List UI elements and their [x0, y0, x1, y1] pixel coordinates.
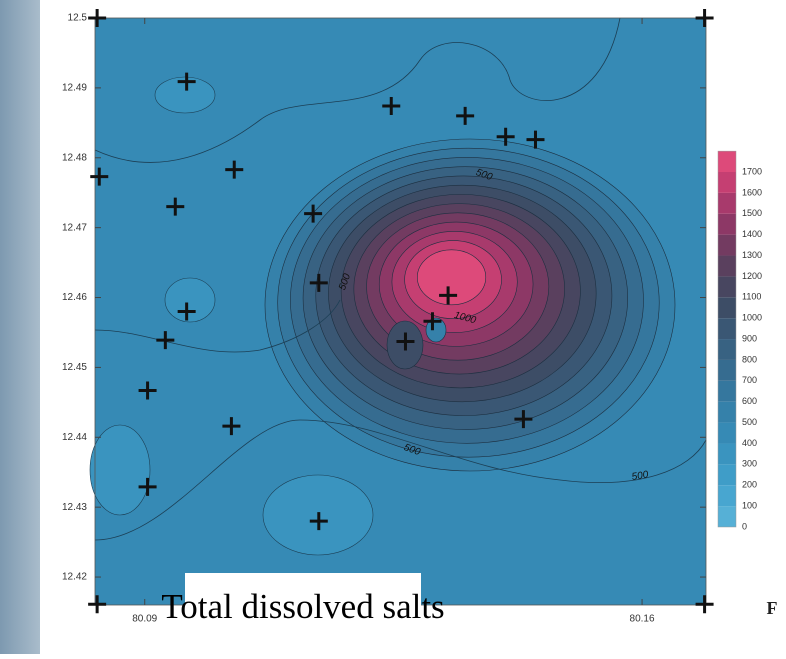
colorbar-label: 1700	[742, 166, 762, 176]
colorbar-label: 700	[742, 375, 757, 385]
colorbar-swatch	[718, 214, 736, 235]
chart: 500500500500100012.4212.4312.4412.4512.4…	[0, 0, 786, 654]
y-tick-label: 12.5	[68, 13, 88, 24]
colorbar-swatch	[718, 506, 736, 527]
colorbar-swatch	[718, 193, 736, 214]
caption-fragment: F	[767, 598, 778, 618]
x-tick-label: 80.09	[132, 614, 157, 625]
colorbar-swatch	[718, 360, 736, 381]
y-tick-label: 12.49	[62, 83, 87, 94]
y-tick-label: 12.44	[62, 432, 87, 443]
colorbar-swatch	[718, 172, 736, 193]
colorbar-swatch	[718, 485, 736, 506]
colorbar-label: 1300	[742, 250, 762, 260]
colorbar-swatch	[718, 151, 736, 172]
y-tick-label: 12.47	[62, 222, 87, 233]
colorbar-label: 300	[742, 459, 757, 469]
page: 500500500500100012.4212.4312.4412.4512.4…	[0, 0, 786, 654]
colorbar-swatch	[718, 276, 736, 297]
colorbar-label: 0	[742, 521, 747, 531]
colorbar-swatch	[718, 402, 736, 423]
colorbar-label: 400	[742, 438, 757, 448]
colorbar-label: 600	[742, 396, 757, 406]
y-tick-label: 12.45	[62, 362, 87, 373]
y-tick-label: 12.42	[62, 572, 87, 583]
colorbar-label: 1000	[742, 313, 762, 323]
colorbar-swatch	[718, 297, 736, 318]
x-tick-label: 80.16	[630, 614, 655, 625]
colorbar-label: 1500	[742, 208, 762, 218]
colorbar-swatch	[718, 256, 736, 277]
colorbar-swatch	[718, 443, 736, 464]
y-tick-label: 12.46	[62, 292, 87, 303]
contour-fill	[90, 425, 150, 515]
y-tick-label: 12.48	[62, 152, 87, 163]
colorbar-swatch	[718, 381, 736, 402]
colorbar-label: 500	[742, 417, 757, 427]
y-tick-label: 12.43	[62, 502, 87, 513]
contour-fill	[165, 278, 215, 322]
colorbar-label: 1400	[742, 229, 762, 239]
colorbar-label: 900	[742, 333, 757, 343]
colorbar-label: 100	[742, 500, 757, 510]
chart-title: Total dissolved salts	[161, 587, 444, 626]
colorbar-swatch	[718, 423, 736, 444]
colorbar-swatch	[718, 339, 736, 360]
colorbar-label: 800	[742, 354, 757, 364]
colorbar-label: 1100	[742, 292, 761, 302]
colorbar-label: 200	[742, 480, 757, 490]
colorbar-swatch	[718, 464, 736, 485]
plot-area: 500500500500100012.4212.4312.4412.4512.4…	[62, 9, 762, 625]
colorbar-label: 1600	[742, 187, 762, 197]
photo-edge	[0, 0, 40, 654]
colorbar-label: 1200	[742, 271, 762, 281]
colorbar-swatch	[718, 318, 736, 339]
colorbar-swatch	[718, 235, 736, 256]
